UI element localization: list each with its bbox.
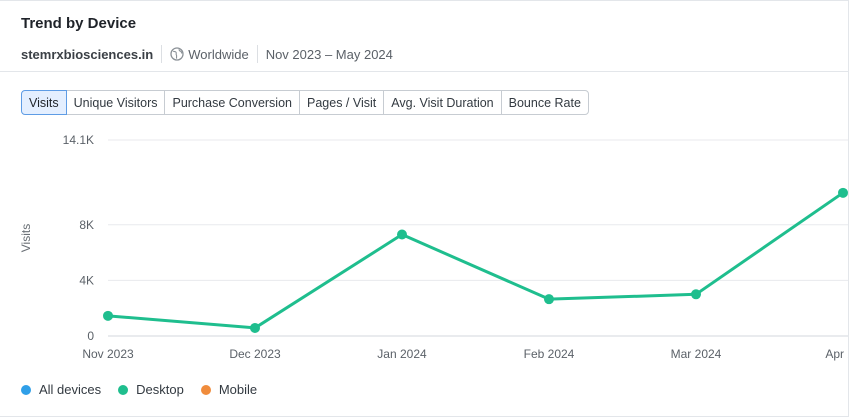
tab-label: Unique Visitors (73, 95, 158, 110)
y-tick-label: 0 (87, 329, 94, 343)
series-line-desktop (106, 191, 845, 330)
tab-pages-per-visit[interactable]: Pages / Visit (299, 90, 385, 115)
grid-layer (108, 139, 848, 337)
card-title: Trend by Device (21, 15, 137, 32)
tab-label: Pages / Visit (307, 95, 377, 110)
legend-label: Mobile (218, 382, 258, 397)
legend-item-mobile[interactable]: Mobile (200, 382, 258, 397)
tab-bounce-rate[interactable]: Bounce Rate (500, 90, 589, 115)
legend-item-all-devices[interactable]: All devices (21, 382, 101, 397)
tab-unique-visitors[interactable]: Unique Visitors (65, 90, 166, 115)
legend-item-desktop[interactable]: Desktop (118, 382, 184, 397)
data-point (397, 229, 407, 240)
x-tick-label: Mar 2024 (671, 347, 722, 361)
region-filter[interactable]: Worldwide (170, 46, 249, 62)
legend-dot (200, 384, 211, 395)
x-tick-label: Jan 2024 (377, 347, 427, 361)
y-tick-label: 14.1K (63, 133, 94, 147)
period-label[interactable]: Nov 2023 – May 2024 (265, 46, 393, 62)
region-label: Worldwide (188, 46, 249, 62)
tab-avg-visit-duration[interactable]: Avg. Visit Duration (383, 90, 502, 115)
y-axis-label: Visits (19, 224, 33, 252)
meta-separator (256, 45, 258, 63)
header-divider (0, 71, 848, 72)
y-tick-label: 8K (79, 218, 94, 232)
y-tick-label: 4K (79, 273, 94, 287)
tab-label: Visits (29, 95, 59, 110)
tab-label: Bounce Rate (508, 95, 581, 110)
globe-icon (170, 47, 184, 61)
tab-label: Avg. Visit Duration (391, 95, 494, 110)
x-tick-label: Feb 2024 (524, 347, 575, 361)
legend-label: Desktop (136, 382, 184, 397)
data-point (838, 187, 848, 198)
domain-label: stemrxbiosciences.in (21, 46, 154, 62)
visits-line-chart: 0 4K 8K 14.1K Nov 2023 Dec 2023 Jan 2024 Feb 20… (19, 133, 848, 361)
data-point (691, 289, 701, 300)
report-meta: stemrxbiosciences.in Worldwide Nov 2023 … (21, 45, 393, 63)
chart-legend: All devices Desktop Mobile (21, 382, 274, 397)
legend-label: All devices (39, 382, 102, 397)
axis-layer: 0 4K 8K 14.1K Nov 2023 Dec 2023 Jan 2024 Feb 20… (19, 133, 848, 361)
metric-tabs: Visits Unique Visitors Purchase Conversi… (21, 90, 589, 115)
series-layer (103, 187, 848, 333)
data-point (250, 322, 260, 333)
x-tick-label: Dec 2023 (229, 347, 281, 361)
legend-dot (118, 384, 129, 395)
legend-dot (21, 384, 31, 395)
tab-label: Purchase Conversion (172, 95, 292, 110)
x-tick-label: Nov 2023 (82, 347, 134, 361)
meta-separator (161, 45, 163, 63)
data-point (103, 310, 113, 321)
tab-purchase-conversion[interactable]: Purchase Conversion (164, 90, 300, 115)
data-point (544, 294, 554, 305)
x-tick-label: Apr 20 (825, 347, 848, 361)
tab-visits[interactable]: Visits (21, 90, 67, 115)
